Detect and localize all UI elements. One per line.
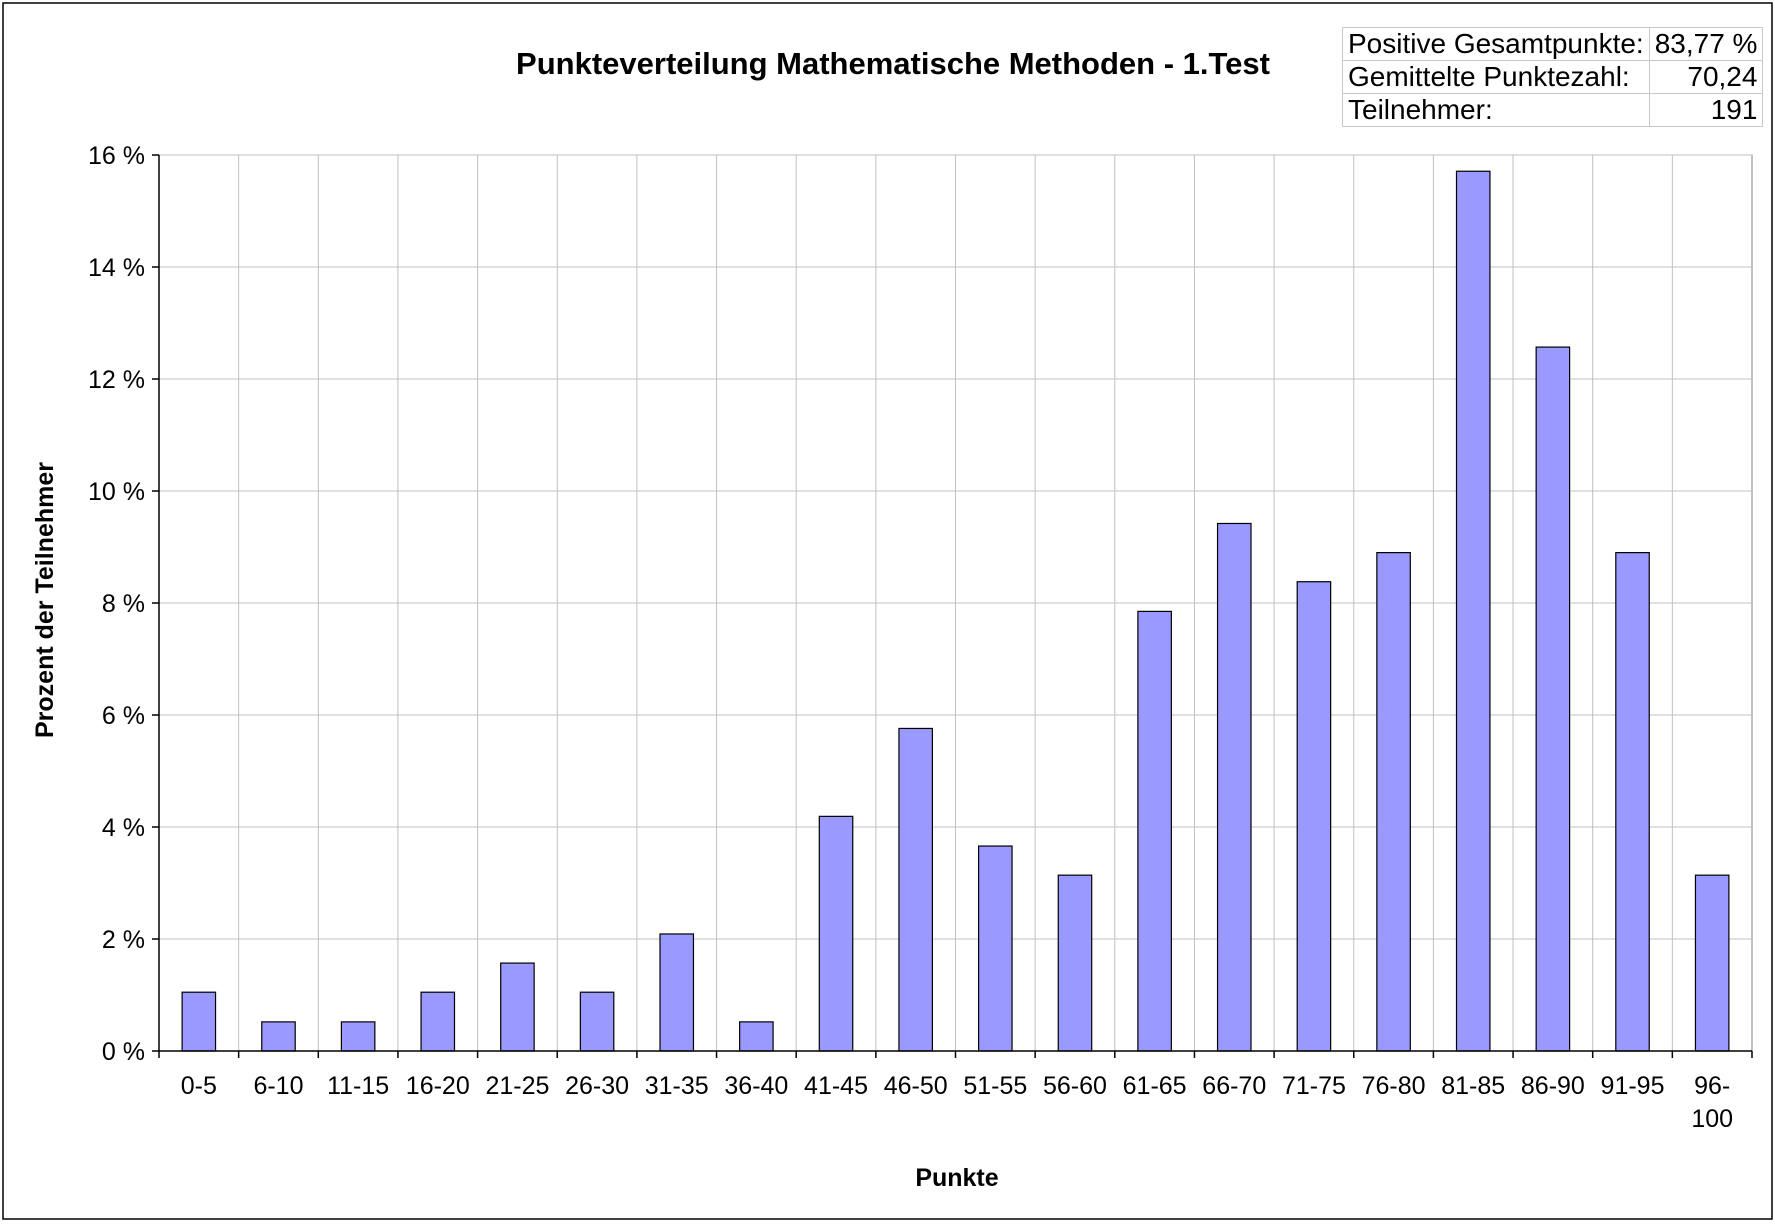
axis-layer [152,154,1753,1058]
x-tick-label: 61-65 [1123,1072,1187,1100]
x-tick-label-line: 66-70 [1202,1072,1266,1100]
x-tick-label-line: 56-60 [1043,1072,1107,1100]
stats-row: Gemittelte Punktezahl: 70,24 [1342,60,1764,94]
x-tick-label-line: 81-85 [1441,1072,1505,1100]
x-tick-label: 16-20 [406,1072,470,1100]
y-tick-label: 0 % [102,1038,145,1066]
x-axis-label: Punkte [915,1164,998,1192]
y-tick-label: 2 % [102,926,145,954]
y-tick-label: 4 % [102,814,145,842]
stats-value: 83,77 % [1648,27,1764,61]
x-tick-label: 21-25 [485,1072,549,1100]
x-tick-label: 46-50 [884,1072,948,1100]
bar [181,991,217,1052]
x-tick-label-line: 0-5 [181,1072,217,1100]
bar [1535,346,1571,1052]
bar [1216,522,1252,1052]
bar [898,727,934,1052]
x-tick-label-line: 36-40 [724,1072,788,1100]
bars-layer [181,170,1730,1052]
x-tick-label: 81-85 [1441,1072,1505,1100]
bar [1057,874,1093,1052]
bar [739,1021,774,1052]
x-tick-label-line: 91-95 [1601,1072,1665,1100]
stats-row: Teilnehmer: 191 [1342,93,1764,127]
chart-title: Punkteverteilung Mathematische Methoden … [516,46,1270,81]
bar [1694,874,1730,1052]
bar [500,962,535,1052]
x-tick-label-line: 16-20 [406,1072,470,1100]
x-tick-label: 0-5 [181,1072,217,1100]
stats-value: 70,24 [1648,60,1764,94]
bar [1296,581,1332,1052]
y-tick-label: 16 % [88,142,145,170]
x-tick-label: 11-15 [327,1072,389,1100]
x-tick-label: 66-70 [1202,1072,1266,1100]
stats-label: Teilnehmer: [1342,93,1650,127]
x-tick-label-line: 21-25 [485,1072,549,1100]
x-tick-label-line: 46-50 [884,1072,948,1100]
x-tick-label: 26-30 [565,1072,629,1100]
x-tick-label-line: 76-80 [1362,1072,1426,1100]
x-tick-label: 56-60 [1043,1072,1107,1100]
x-tick-label: 41-45 [804,1072,868,1100]
stats-row: Positive Gesamtpunkte: 83,77 % [1342,27,1764,61]
bar [1455,170,1491,1052]
y-tick-label: 12 % [88,366,145,394]
x-tick-label: 91-95 [1601,1072,1665,1100]
x-tick-label-line: 6-10 [253,1072,303,1100]
bar [977,845,1013,1052]
x-tick-label: 71-75 [1282,1072,1346,1100]
bar [340,1021,376,1052]
x-tick-label: 76-80 [1362,1072,1426,1100]
x-tick-label-line: 41-45 [804,1072,868,1100]
x-tick-label-line: 61-65 [1123,1072,1187,1100]
stats-label: Positive Gesamtpunkte: [1342,27,1650,61]
x-tick-label: 86-90 [1521,1072,1585,1100]
x-tick-label-line: 26-30 [565,1072,629,1100]
y-axis-label: Prozent der Teilnehmer [31,462,59,738]
bar [420,991,456,1052]
stats-value: 191 [1648,93,1764,127]
labels-layer: 0 % 2 % 4 % 6 % 8 % 10 % 12 % 14 % 16 % 0-5 6-10 11… [88,142,1733,1133]
x-tick-label: 6-10 [253,1072,303,1100]
x-tick-label: 36-40 [724,1072,788,1100]
bar [1615,551,1650,1052]
bar [659,933,695,1052]
y-tick-label: 6 % [102,702,145,730]
bar [1376,551,1411,1052]
grid-layer [158,154,1753,1052]
x-tick-label-line: 11-15 [327,1072,389,1100]
bar [579,991,615,1052]
x-tick-label-line: 51-55 [963,1072,1027,1100]
y-tick-label: 10 % [88,478,145,506]
x-tick-label-line: 86-90 [1521,1072,1585,1100]
x-tick-label-line: 96- [1694,1072,1730,1100]
x-tick-label-line: 100 [1691,1105,1733,1133]
stats-table: Positive Gesamtpunkte: 83,77 % Gemittelt… [1342,27,1764,127]
y-tick-label: 8 % [102,590,145,618]
bar [1137,610,1172,1052]
x-tick-label: 31-35 [645,1072,709,1100]
stats-label: Gemittelte Punktezahl: [1342,60,1650,94]
x-tick-label-line: 71-75 [1282,1072,1346,1100]
x-tick-label-line: 31-35 [645,1072,709,1100]
bar [818,815,854,1052]
bar [261,1021,296,1052]
x-tick-label: 96-100 [1691,1072,1733,1133]
x-tick-label: 51-55 [963,1072,1027,1100]
y-tick-label: 14 % [88,254,145,282]
